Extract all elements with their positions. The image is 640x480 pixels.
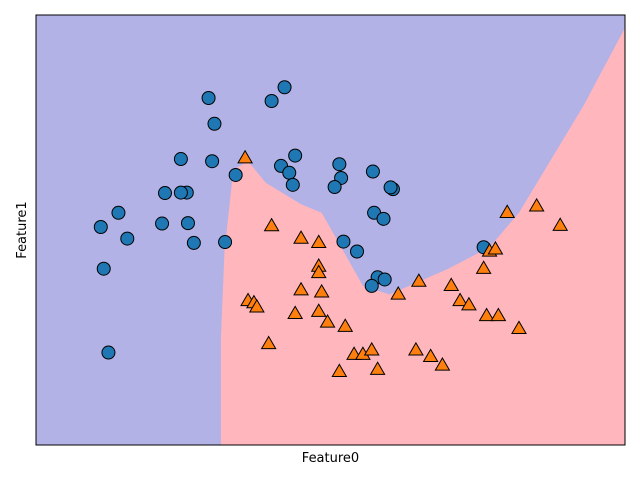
class1-point (390, 286, 407, 300)
class1-point (443, 277, 460, 292)
class1-point (475, 260, 492, 274)
class0-point (285, 177, 300, 192)
class0-point (277, 80, 292, 95)
class0-point (218, 235, 233, 250)
class1-point (319, 313, 336, 328)
class1-point (313, 283, 330, 298)
class1-point (478, 307, 495, 322)
decision-region-class1 (220, 27, 625, 445)
class1-point (310, 234, 327, 249)
class1-point (293, 230, 309, 244)
class1-point (490, 307, 507, 322)
class0-point (383, 180, 398, 195)
class0-point (207, 116, 222, 131)
class0-point (155, 216, 170, 231)
class0-point (93, 219, 108, 234)
class1-point (552, 217, 569, 231)
class1-point (407, 341, 424, 356)
class0-point (101, 345, 116, 360)
class1-point (260, 335, 277, 350)
class0-point (157, 186, 172, 201)
class0-point (201, 90, 216, 105)
class1-point (287, 305, 304, 319)
class0-point (288, 148, 303, 163)
class0-point (377, 272, 392, 287)
class1-point (331, 363, 348, 378)
class1-point (237, 149, 254, 164)
class0-point (376, 211, 391, 226)
class0-point (336, 234, 351, 249)
x-axis-label: Feature0 (302, 451, 359, 466)
class1-point (263, 217, 280, 232)
class0-point (205, 154, 220, 169)
class0-point (186, 235, 201, 250)
class1-point (487, 240, 504, 255)
class1-point (460, 296, 477, 311)
class1-point (310, 303, 327, 317)
class1-point (434, 356, 451, 371)
class1-point (422, 348, 439, 362)
data-points (93, 80, 569, 378)
class0-point (282, 165, 297, 180)
class1-point (410, 273, 427, 287)
class0-point (364, 278, 379, 293)
class0-point (332, 157, 347, 172)
class1-point (248, 298, 265, 313)
class1-point (528, 197, 545, 212)
y-axis-label: Feature1 (15, 201, 30, 258)
class1-point (452, 292, 468, 307)
axes-frame (35, 14, 626, 446)
class0-point (264, 94, 279, 108)
class0-point (173, 185, 188, 200)
class1-point (369, 361, 386, 375)
class0-point (120, 231, 135, 246)
class0-point (365, 164, 380, 179)
class0-point (173, 152, 188, 167)
class1-point (499, 204, 516, 218)
class0-point (350, 244, 365, 259)
class1-point (511, 320, 527, 335)
class0-point (228, 167, 243, 182)
class1-point (363, 341, 380, 356)
class1-point (337, 318, 354, 332)
class0-point (327, 180, 342, 194)
class1-point (293, 281, 309, 296)
class0-point (96, 261, 111, 276)
class1-point (310, 264, 327, 279)
class0-point (180, 216, 195, 231)
class0-point (111, 205, 126, 220)
plot-area (36, 15, 625, 445)
